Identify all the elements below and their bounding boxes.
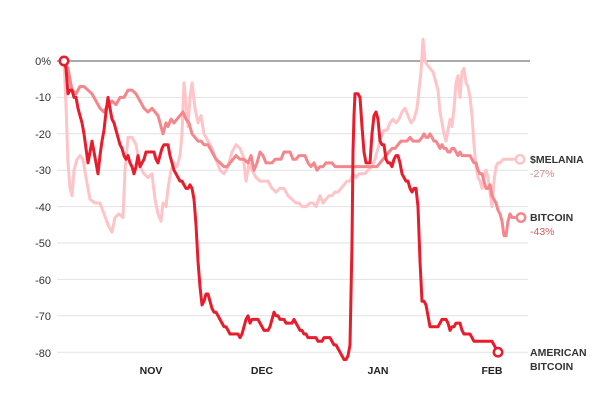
start-marker bbox=[58, 55, 70, 67]
y-tick-0: 0% bbox=[35, 56, 51, 68]
x-tick-nov: NOV bbox=[140, 365, 163, 377]
series-labels: $MELANIA -27% BITCOIN -43% AMERICAN BITC… bbox=[530, 154, 587, 373]
american-bitcoin-end-marker bbox=[492, 346, 504, 358]
x-tick-dec: DEC bbox=[251, 365, 274, 377]
bitcoin-line bbox=[62, 59, 523, 238]
y-tick-40: -40 bbox=[35, 202, 51, 214]
y-tick-80: -80 bbox=[35, 348, 51, 360]
y-tick-60: -60 bbox=[35, 275, 51, 287]
series-markers bbox=[58, 55, 527, 358]
melania-label: $MELANIA bbox=[530, 154, 584, 166]
x-axis: NOV DEC JAN FEB bbox=[140, 365, 503, 377]
y-tick-20: -20 bbox=[35, 129, 51, 141]
melania-line bbox=[62, 37, 522, 234]
bitcoin-value: -43% bbox=[530, 226, 555, 238]
x-tick-jan: JAN bbox=[367, 365, 388, 377]
gridlines bbox=[57, 60, 530, 353]
y-tick-10: -10 bbox=[35, 92, 51, 104]
y-tick-50: -50 bbox=[35, 238, 51, 250]
bitcoin-end-marker bbox=[515, 212, 527, 223]
y-tick-30: -30 bbox=[35, 165, 51, 177]
melania-end-marker bbox=[514, 153, 526, 165]
y-tick-70: -70 bbox=[35, 311, 51, 323]
melania-value: -27% bbox=[530, 168, 555, 180]
american-bitcoin-line bbox=[62, 59, 500, 361]
american-bitcoin-label-2: BITCOIN bbox=[530, 361, 573, 373]
x-tick-feb: FEB bbox=[482, 365, 503, 377]
bitcoin-label: BITCOIN bbox=[530, 212, 573, 224]
american-bitcoin-label-1: AMERICAN bbox=[530, 347, 587, 359]
y-axis: 0% -10 -20 -30 -40 -50 -60 -70 -80 bbox=[35, 56, 51, 360]
series-lines bbox=[62, 37, 523, 361]
